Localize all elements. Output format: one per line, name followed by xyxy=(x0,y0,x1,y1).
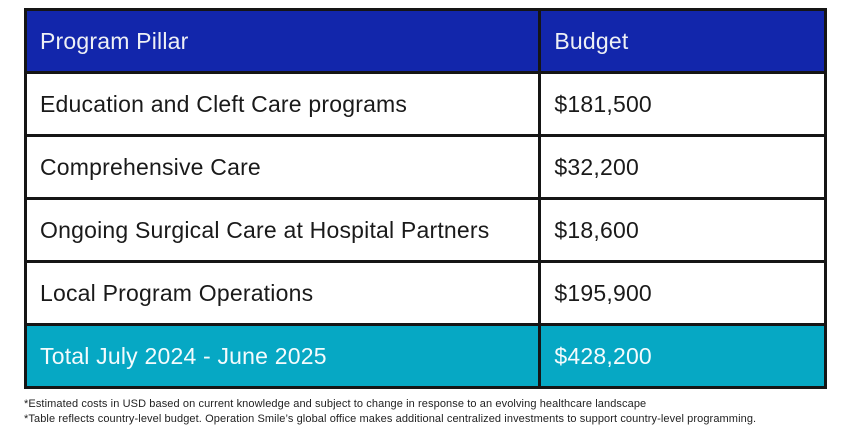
total-label-cell: Total July 2024 - June 2025 xyxy=(23,323,542,389)
budget-cell: $18,600 xyxy=(538,197,827,263)
pillar-cell: Local Program Operations xyxy=(23,260,542,326)
table-row: Comprehensive Care $32,200 xyxy=(23,134,827,200)
footnote: *Estimated costs in USD based on current… xyxy=(24,398,647,410)
pillar-cell: Ongoing Surgical Care at Hospital Partne… xyxy=(23,197,542,263)
table-row: Education and Cleft Care programs $181,5… xyxy=(23,71,827,137)
table-header-row: Program Pillar Budget xyxy=(23,8,827,74)
column-header-budget: Budget xyxy=(538,8,827,74)
pillar-cell: Comprehensive Care xyxy=(23,134,542,200)
budget-cell: $181,500 xyxy=(538,71,827,137)
pillar-cell: Education and Cleft Care programs xyxy=(23,71,542,137)
budget-table: Program Pillar Budget Education and Clef… xyxy=(23,8,827,389)
total-budget-cell: $428,200 xyxy=(538,323,827,389)
budget-cell: $32,200 xyxy=(538,134,827,200)
budget-cell: $195,900 xyxy=(538,260,827,326)
footnote: *Table reflects country-level budget. Op… xyxy=(24,412,757,425)
total-row: Total July 2024 - June 2025 $428,200 xyxy=(23,323,827,389)
footnotes: *Estimated costs in USD based on current… xyxy=(24,397,834,426)
column-header-program-pillar: Program Pillar xyxy=(23,8,542,74)
table-row: Local Program Operations $195,900 xyxy=(23,260,827,326)
table-row: Ongoing Surgical Care at Hospital Partne… xyxy=(23,197,827,263)
